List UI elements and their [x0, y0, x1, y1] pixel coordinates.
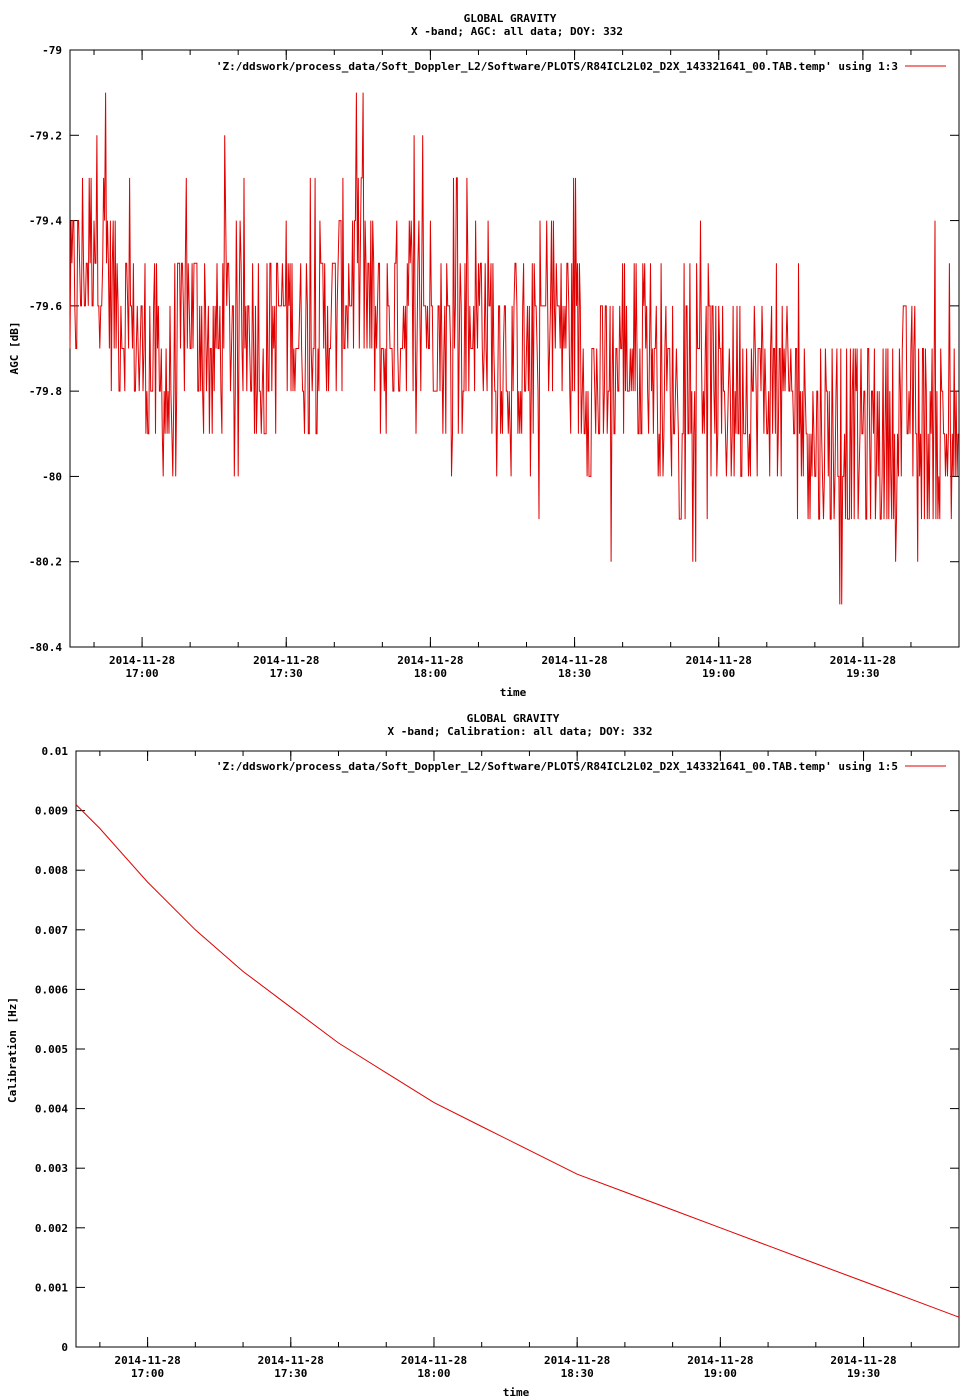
- agc-x-tick-time: 18:30: [558, 667, 591, 680]
- calibration-y-tick-label: 0.006: [35, 983, 68, 996]
- agc-y-ticks: -79 -79.2 -79.4 -79.6 -79.8 -80 -80.2 -80.4: [29, 44, 959, 654]
- calibration-x-tick-time: 18:30: [561, 1367, 594, 1380]
- calibration-legend-label: 'Z:/ddswork/process_data/Soft_Doppler_L2…: [216, 760, 898, 773]
- agc-x-tick-date: 2014-11-28: [397, 654, 463, 667]
- calibration-y-tick-label: 0.005: [35, 1043, 68, 1056]
- agc-x-tick-date: 2014-11-28: [686, 654, 752, 667]
- calibration-x-tick-date: 2014-11-28: [687, 1354, 753, 1367]
- calibration-legend: 'Z:/ddswork/process_data/Soft_Doppler_L2…: [216, 760, 946, 773]
- agc-x-tick-time: 19:00: [702, 667, 735, 680]
- agc-y-tick-label: -80.2: [29, 556, 62, 569]
- calibration-plot-frame: [75, 750, 960, 1348]
- calibration-y-ticks: 0 0.001 0.002 0.003 0.004 0.005 0.006 0.007 0.00…: [35, 745, 959, 1354]
- agc-x-tick-date: 2014-11-28: [541, 654, 607, 667]
- calibration-x-tick-date: 2014-11-28: [401, 1354, 467, 1367]
- calibration-y-tick-label: 0.004: [35, 1103, 68, 1116]
- agc-chart-subtitle: X -band; AGC: all data; DOY: 332: [411, 25, 623, 38]
- calibration-chart-title: GLOBAL GRAVITY: [467, 712, 560, 725]
- agc-x-tick-time: 19:30: [846, 667, 879, 680]
- agc-y-tick-label: -79.2: [29, 129, 62, 142]
- calibration-x-tick-date: 2014-11-28: [830, 1354, 896, 1367]
- calibration-chart: GLOBAL GRAVITY X -band; Calibration: all…: [6, 712, 960, 1399]
- calibration-chart-subtitle: X -band; Calibration: all data; DOY: 332: [388, 725, 653, 738]
- agc-x-axis-label: time: [500, 686, 527, 699]
- calibration-x-axis-label: time: [503, 1386, 530, 1399]
- agc-x-tick-date: 2014-11-28: [830, 654, 896, 667]
- agc-legend-label: 'Z:/ddswork/process_data/Soft_Doppler_L2…: [216, 60, 898, 73]
- calibration-x-ticks: 2014-11-2817:002014-11-2817:302014-11-28…: [99, 751, 960, 1380]
- agc-x-tick-date: 2014-11-28: [253, 654, 319, 667]
- agc-y-tick-label: -79.6: [29, 300, 62, 313]
- calibration-x-tick-time: 18:00: [417, 1367, 450, 1380]
- agc-y-tick-label: -79.4: [29, 215, 62, 228]
- calibration-y-tick-label: 0.002: [35, 1222, 68, 1235]
- calibration-y-tick-label: 0.007: [35, 924, 68, 937]
- agc-x-tick-time: 18:00: [414, 667, 447, 680]
- calibration-y-tick-label: 0.01: [42, 745, 69, 758]
- calibration-x-tick-time: 19:00: [704, 1367, 737, 1380]
- agc-x-tick-time: 17:30: [270, 667, 303, 680]
- calibration-y-tick-label: 0.009: [35, 805, 68, 818]
- calibration-x-tick-date: 2014-11-28: [114, 1354, 180, 1367]
- agc-chart: GLOBAL GRAVITY X -band; AGC: all data; D…: [8, 12, 960, 699]
- agc-x-ticks: 2014-11-2817:002014-11-2817:302014-11-28…: [93, 50, 960, 680]
- agc-y-tick-label: -79: [42, 44, 62, 57]
- calibration-x-tick-date: 2014-11-28: [544, 1354, 610, 1367]
- calibration-y-tick-label: 0.003: [35, 1162, 68, 1175]
- agc-chart-title: GLOBAL GRAVITY: [464, 12, 557, 25]
- calibration-y-axis-label: Calibration [Hz]: [6, 997, 19, 1103]
- calibration-series-group: [75, 804, 960, 1318]
- calibration-y-tick-label: 0: [61, 1341, 68, 1354]
- calibration-x-tick-time: 19:30: [847, 1367, 880, 1380]
- agc-legend: 'Z:/ddswork/process_data/Soft_Doppler_L2…: [216, 60, 946, 73]
- calibration-x-tick-time: 17:30: [274, 1367, 307, 1380]
- agc-x-tick-time: 17:00: [126, 667, 159, 680]
- calibration-y-tick-label: 0.001: [35, 1281, 68, 1294]
- calibration-y-tick-label: 0.008: [35, 864, 68, 877]
- calibration-x-tick-date: 2014-11-28: [258, 1354, 324, 1367]
- agc-series-line-0: [69, 92, 959, 605]
- agc-x-tick-date: 2014-11-28: [109, 654, 175, 667]
- calibration-x-tick-time: 17:00: [131, 1367, 164, 1380]
- agc-y-tick-label: -79.8: [29, 385, 62, 398]
- agc-y-axis-label: AGC [dB]: [8, 322, 21, 375]
- agc-series-group: [69, 92, 959, 605]
- agc-y-tick-label: -80: [42, 470, 62, 483]
- agc-y-tick-label: -80.4: [29, 641, 62, 654]
- calibration-series-line-0: [75, 804, 960, 1318]
